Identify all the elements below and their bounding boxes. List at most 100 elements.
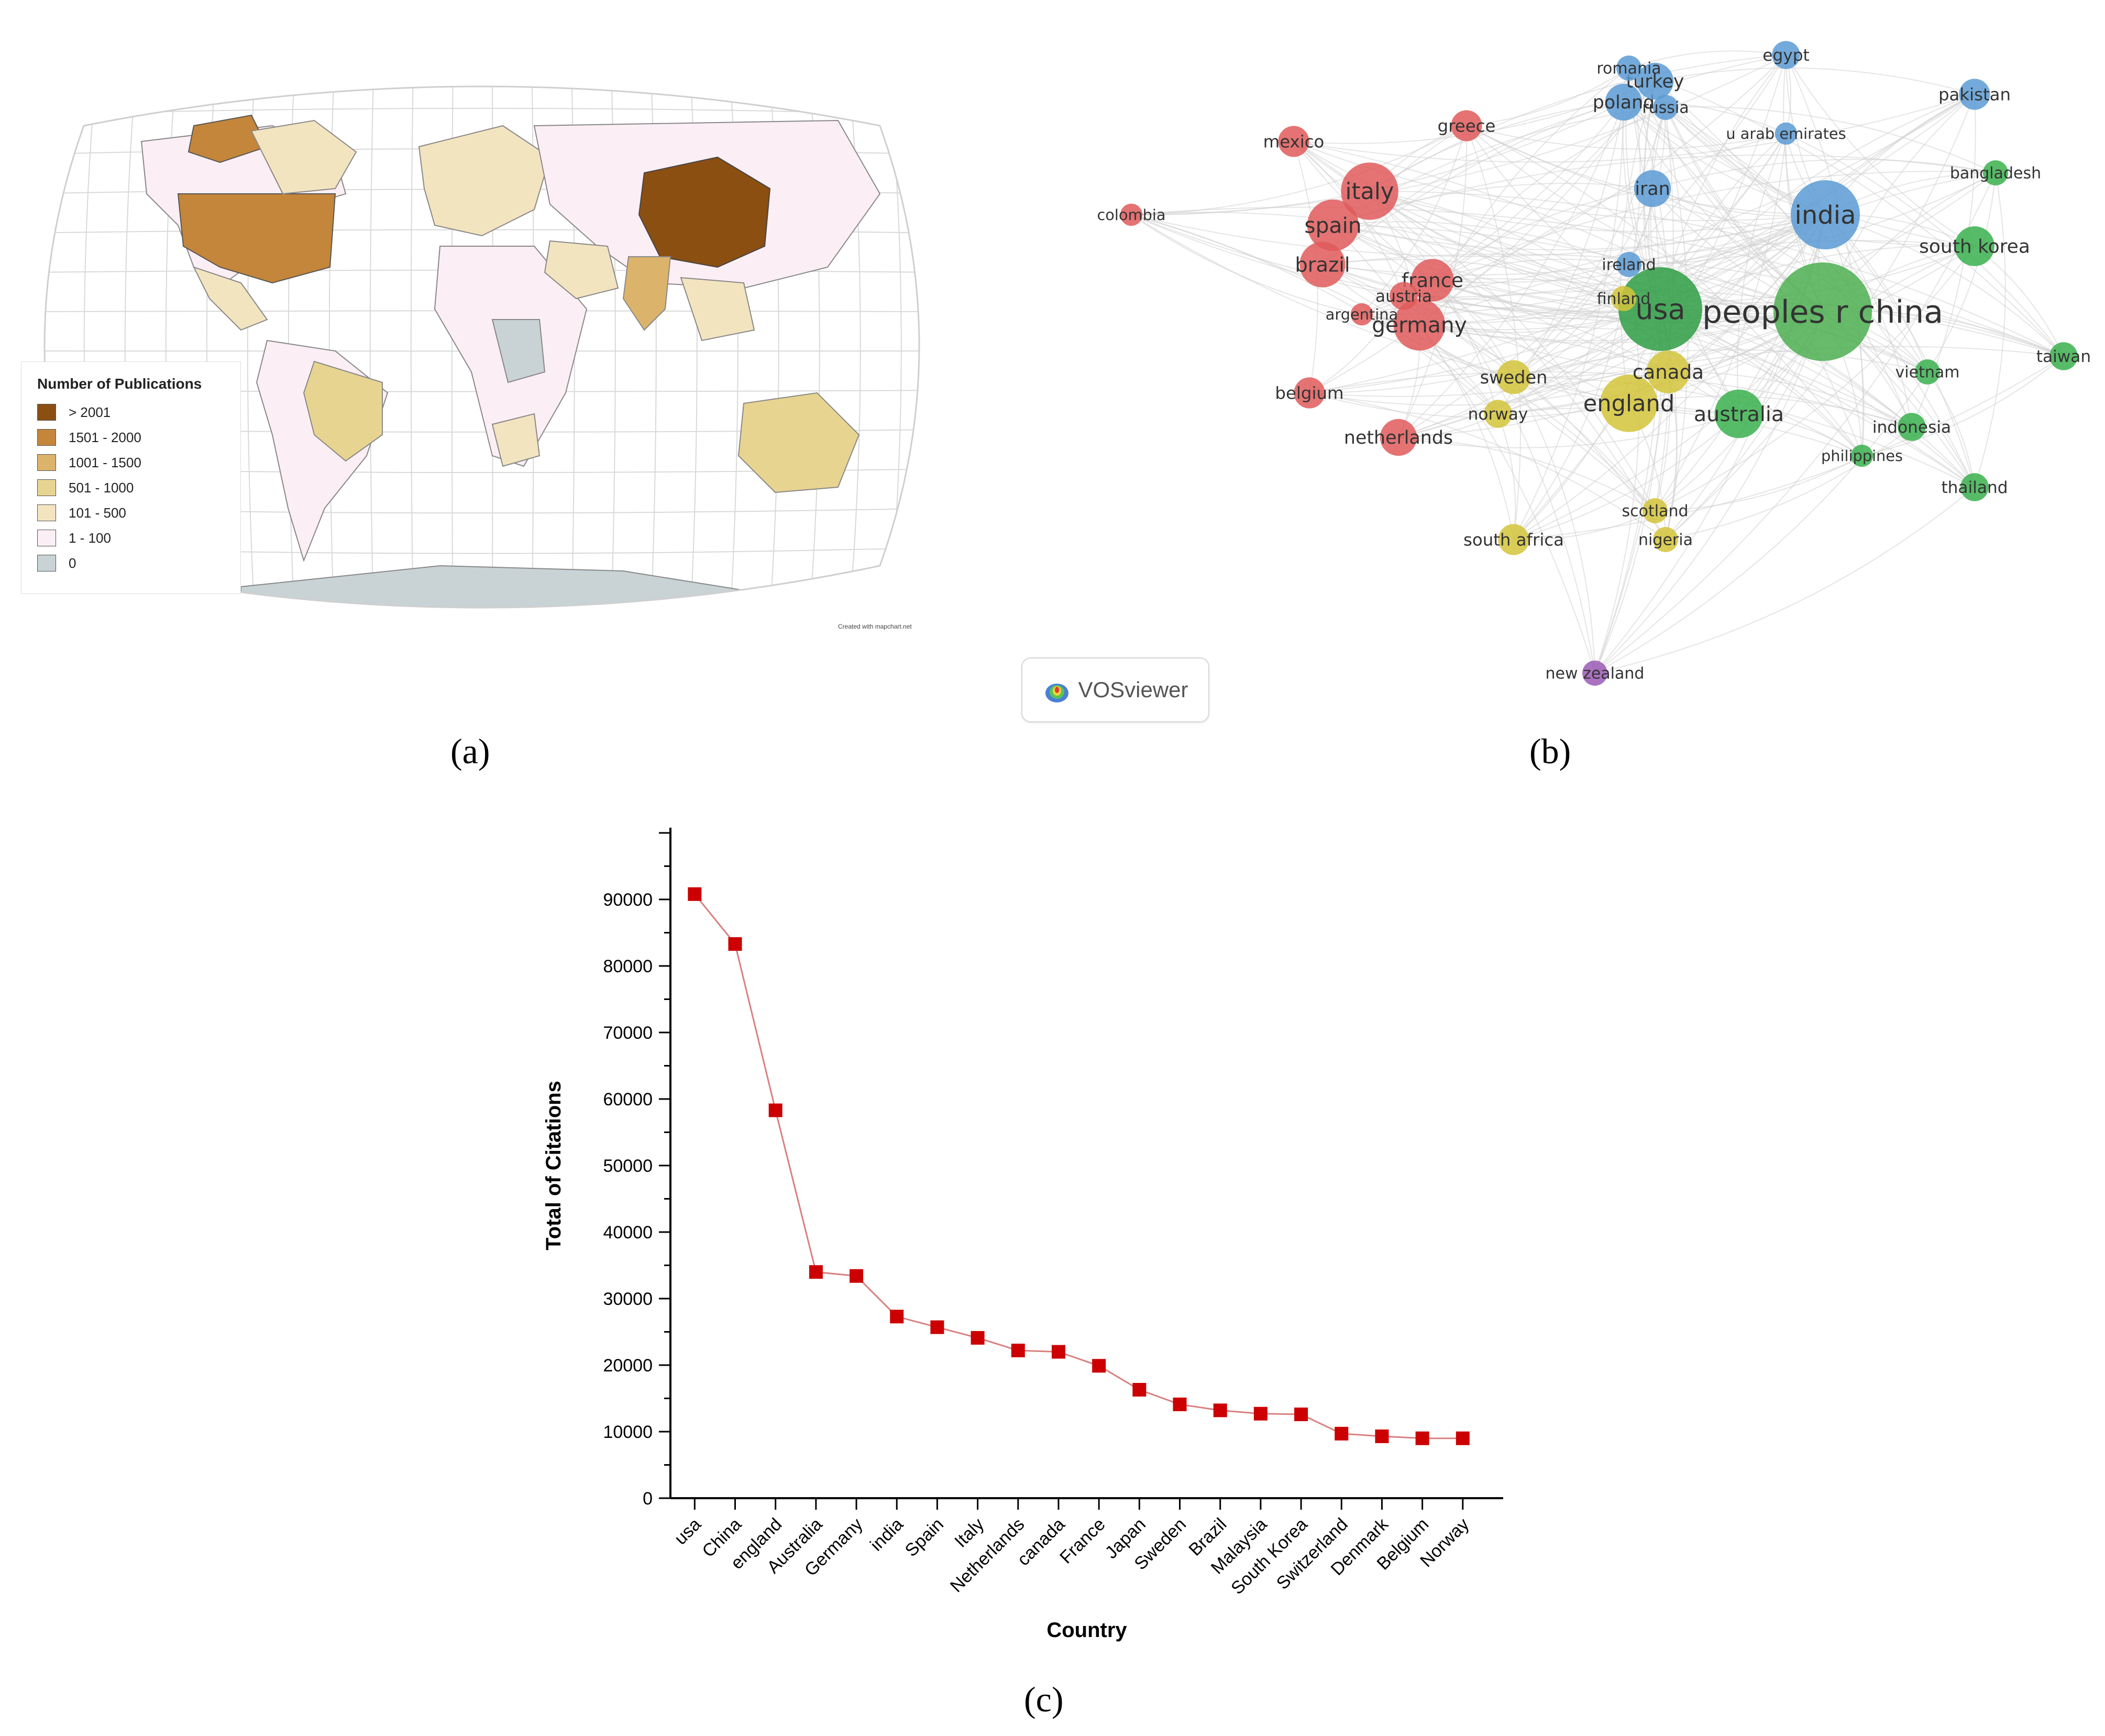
network-link [1513,377,1595,674]
data-point-marker [1415,1431,1429,1445]
network-node [1496,360,1531,394]
legend-entry: 0 [37,555,225,572]
data-point-marker [1011,1344,1025,1358]
network-link [1131,206,2064,357]
network-link [1497,407,1862,456]
network-link [1594,107,1674,674]
map-credit: Created with mapchart.net [838,623,912,630]
network-node [1380,419,1417,456]
network-node-label: ireland [1602,256,1656,274]
network-link [1322,54,1787,265]
network-node-label: thailand [1941,478,2008,497]
network-node-label: brazil [1295,253,1350,277]
network-node-label: belgium [1275,383,1343,403]
data-point-marker [688,887,702,901]
network-node [1278,126,1309,157]
south-africa-region [491,413,541,467]
map-legend-title: Number of Publications [37,376,202,392]
network-link [1513,413,1739,540]
caption-c: (c) [1024,1679,1064,1719]
network-node [1120,203,1143,226]
country-network: peoples r china usa india italy spain germany… [1097,41,2091,686]
graticule-parallel [21,68,943,76]
network-node [1983,160,2008,185]
network-node-label: austria [1375,287,1432,306]
network-node-label: australia [1694,402,1784,426]
series-line [694,893,1463,1440]
network-node-label: indonesia [1872,418,1951,437]
network-node-label: india [1795,201,1856,230]
network-link [1361,125,1467,315]
y-tick-label: 70000 [603,1023,653,1043]
network-link [1513,510,1656,541]
network-link [1309,311,1823,397]
data-point-marker [1132,1382,1147,1397]
network-link [1665,106,1996,173]
data-point-marker [890,1310,904,1324]
network-node-label: peoples r china [1702,294,1943,331]
usa-region [177,193,336,284]
network-link [1513,356,2064,540]
world-map-panel: Created with mapchart.net Number of Publ… [21,37,943,655]
x-tick-label: usa [670,1514,705,1549]
y-axis-title: Total of Citations [542,1081,565,1250]
y-tick-label: 80000 [603,957,653,976]
network-link [1513,349,1928,378]
network-node [1393,299,1446,351]
network-link [1786,54,1864,456]
network-node-label: egypt [1762,46,1809,65]
data-point-marker [1375,1429,1389,1443]
network-link [1332,221,1629,265]
legend-entry: 1001 - 1500 [37,454,225,471]
network-link [1398,437,1656,511]
australia-region [737,392,860,493]
network-node-label: russia [1642,99,1689,117]
network-link [1432,280,1595,674]
network-node-label: netherlands [1344,427,1453,448]
x-axis-title: Country [1046,1619,1127,1642]
network-link [1398,413,1739,448]
network-node [2049,342,2078,370]
network-node-label: bangladesh [1950,164,2041,183]
network-node [1294,377,1325,409]
network-link [1369,190,2064,357]
data-point-marker [1335,1426,1349,1441]
brazil-region [303,360,383,462]
network-node [1498,524,1529,555]
map-legend: Number of Publications > 2001 1501 - 2000… [21,361,241,594]
network-link [1403,214,1826,298]
network-link [1513,298,1624,540]
legend-label: > 2001 [69,404,111,420]
network-node-label: vietnam [1895,364,1960,382]
network-link [1309,81,1656,393]
network-link [1309,392,1629,419]
network-link [1322,102,1624,265]
network-node [1341,162,1398,220]
network-link [1655,455,1862,511]
network-link [1513,264,1629,378]
legend-entry: > 2001 [37,404,225,421]
network-node [1611,286,1636,311]
network-link [1655,214,1826,511]
network-link [1403,94,1975,296]
network-node [1616,56,1641,81]
network-node [1714,389,1764,438]
network-node-label: greece [1438,116,1496,136]
network-link [1594,311,1823,674]
network-node-label: england [1583,391,1675,417]
network-node [1616,252,1641,277]
network-node [1600,375,1658,432]
y-tick-label: 40000 [603,1223,653,1243]
y-tick-label: 90000 [603,890,653,910]
network-node [1915,359,1940,384]
network-node [1451,110,1482,141]
legend-label: 101 - 500 [69,504,126,521]
network-node-label: new zealand [1546,665,1645,683]
network-link [1861,356,2064,456]
network-link [1513,102,1624,540]
network-node [1582,661,1607,686]
network-link [1628,50,1787,69]
network-link [1309,309,1661,394]
network-link [1619,81,1656,404]
legend-entry: 1501 - 2000 [37,429,225,446]
